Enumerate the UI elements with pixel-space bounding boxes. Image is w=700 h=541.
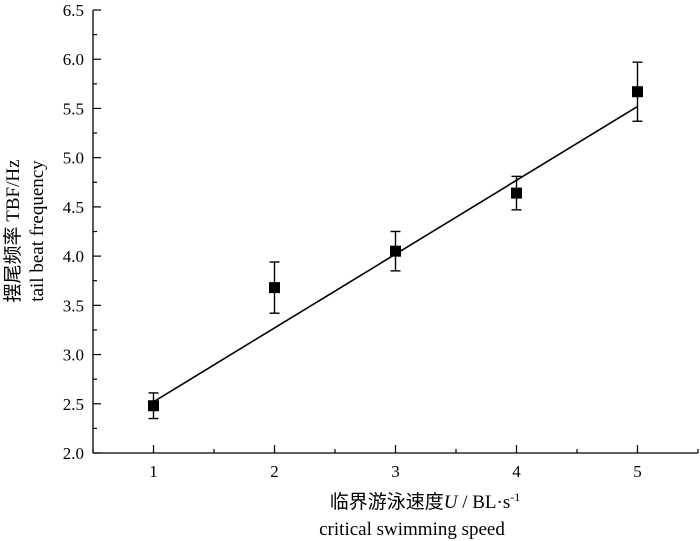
data-point bbox=[632, 86, 643, 98]
x-axis-subtitle: critical swimming speed bbox=[319, 519, 505, 540]
data-point bbox=[269, 282, 280, 294]
x-axis-title: 临界游泳速度U / BL·s-1 bbox=[330, 490, 521, 513]
x-tick-label: 4 bbox=[512, 462, 521, 481]
y-tick-label: 4.5 bbox=[63, 198, 84, 217]
x-tick-label: 1 bbox=[149, 462, 158, 481]
data-point bbox=[390, 245, 401, 257]
y-tick-label: 2.5 bbox=[63, 395, 84, 414]
y-tick-label: 6.0 bbox=[63, 50, 84, 69]
y-axis-title: 摆尾频率 TBF/Hz bbox=[2, 159, 24, 302]
data-points bbox=[148, 61, 643, 420]
y-tick-label: 5.0 bbox=[63, 149, 84, 168]
y-axis: 2.0 2.5 3.0 3.5 4.0 4.5 5.0 5.5 6.0 6.5 bbox=[63, 1, 101, 463]
y-tick-label: 5.5 bbox=[63, 99, 84, 118]
y-tick-label: 3.0 bbox=[63, 346, 84, 365]
x-tick-label: 3 bbox=[391, 462, 400, 481]
data-point bbox=[148, 400, 159, 412]
x-tick-label: 2 bbox=[270, 462, 279, 481]
y-axis-subtitle: tail beat frequency bbox=[27, 160, 48, 302]
y-tick-label: 4.0 bbox=[63, 247, 84, 266]
x-axis: 1 2 3 4 5 bbox=[92, 445, 699, 481]
data-point bbox=[511, 187, 522, 199]
x-tick-label: 5 bbox=[633, 462, 642, 481]
y-tick-label: 6.5 bbox=[63, 1, 84, 20]
y-tick-label: 2.0 bbox=[63, 444, 84, 463]
y-tick-label: 3.5 bbox=[63, 296, 84, 315]
